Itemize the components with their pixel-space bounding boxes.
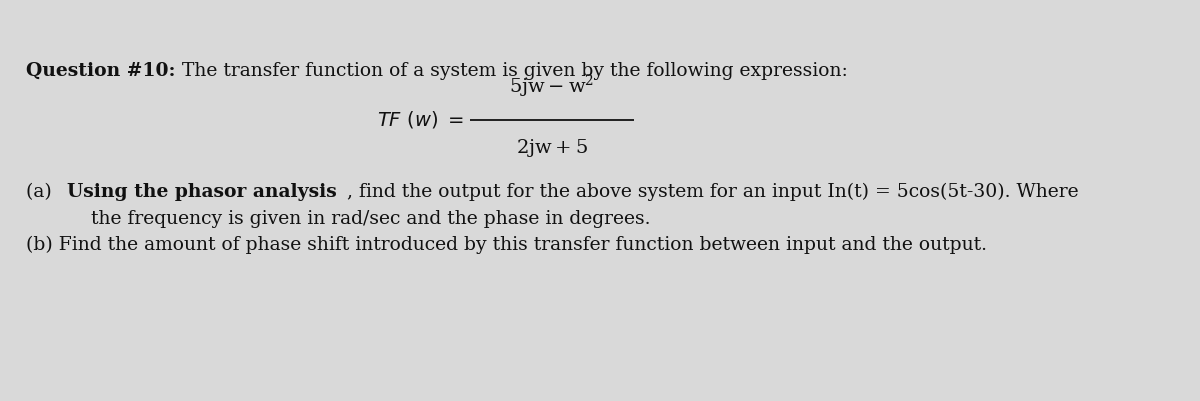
Text: Using the phasor analysis: Using the phasor analysis (67, 183, 337, 201)
Text: The transfer function of a system is given by the following expression:: The transfer function of a system is giv… (176, 62, 848, 80)
Text: $TF\ (w)\ =$: $TF\ (w)\ =$ (377, 109, 464, 130)
Text: Question #10:: Question #10: (26, 62, 176, 80)
Text: (a): (a) (26, 183, 58, 201)
Text: $\mathregular{5jw-w^2}$: $\mathregular{5jw-w^2}$ (510, 73, 594, 100)
Text: the frequency is given in rad/sec and the phase in degrees.: the frequency is given in rad/sec and th… (91, 210, 650, 228)
Text: , find the output for the above system for an input In(t) = 5cos(5t-30). Where: , find the output for the above system f… (347, 183, 1079, 201)
Text: (b) Find the amount of phase shift introduced by this transfer function between : (b) Find the amount of phase shift intro… (26, 236, 988, 254)
Text: $\mathregular{2jw+5}$: $\mathregular{2jw+5}$ (516, 137, 588, 159)
